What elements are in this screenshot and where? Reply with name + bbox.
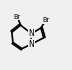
Text: N: N (29, 29, 34, 38)
Text: Br: Br (14, 14, 21, 20)
Text: Br: Br (42, 17, 49, 23)
Text: N: N (29, 40, 34, 49)
